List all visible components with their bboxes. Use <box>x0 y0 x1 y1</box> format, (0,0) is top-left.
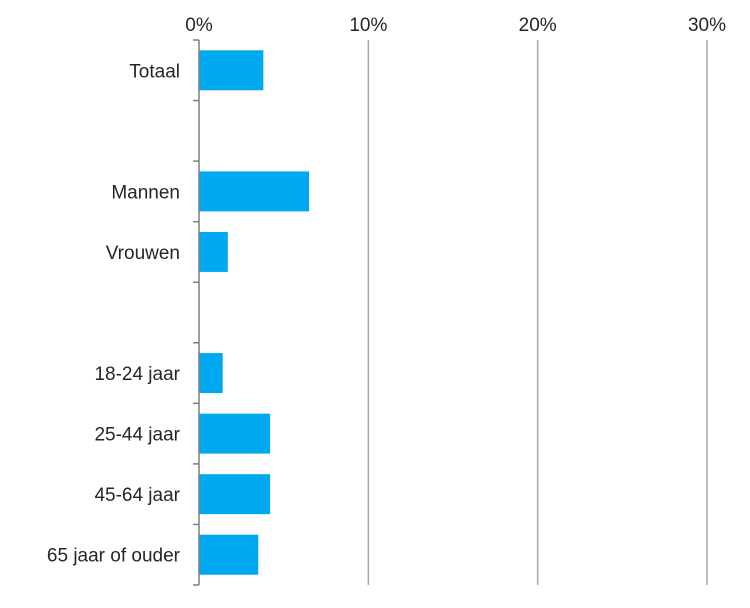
category-axis <box>193 39 200 586</box>
category-label: Totaal <box>129 61 180 82</box>
gridlines <box>367 40 708 585</box>
bar <box>199 171 310 212</box>
x-tick-label: 10% <box>349 15 387 36</box>
category-label: 18-24 jaar <box>94 364 180 385</box>
bar <box>199 413 271 454</box>
x-tick-label: 0% <box>185 15 213 36</box>
category-labels: Totaal Mannen Vrouwen 18-24 jaar 25-44 jaar 4… <box>47 61 181 566</box>
category-label: Mannen <box>111 182 180 203</box>
category-label: 45-64 jaar <box>94 485 180 506</box>
x-tick-label: 30% <box>688 15 726 36</box>
bar <box>199 534 259 575</box>
category-label: Vrouwen <box>106 243 180 264</box>
value-axis-tick-labels: 0% 10% 20% 30% <box>185 15 726 36</box>
category-label: 65 jaar of ouder <box>47 546 181 567</box>
bars <box>199 50 310 575</box>
x-tick-label: 20% <box>519 15 557 36</box>
bar <box>199 353 223 394</box>
bar <box>199 474 271 515</box>
category-label: 25-44 jaar <box>94 425 180 446</box>
bar <box>199 50 264 91</box>
bar <box>199 231 228 272</box>
